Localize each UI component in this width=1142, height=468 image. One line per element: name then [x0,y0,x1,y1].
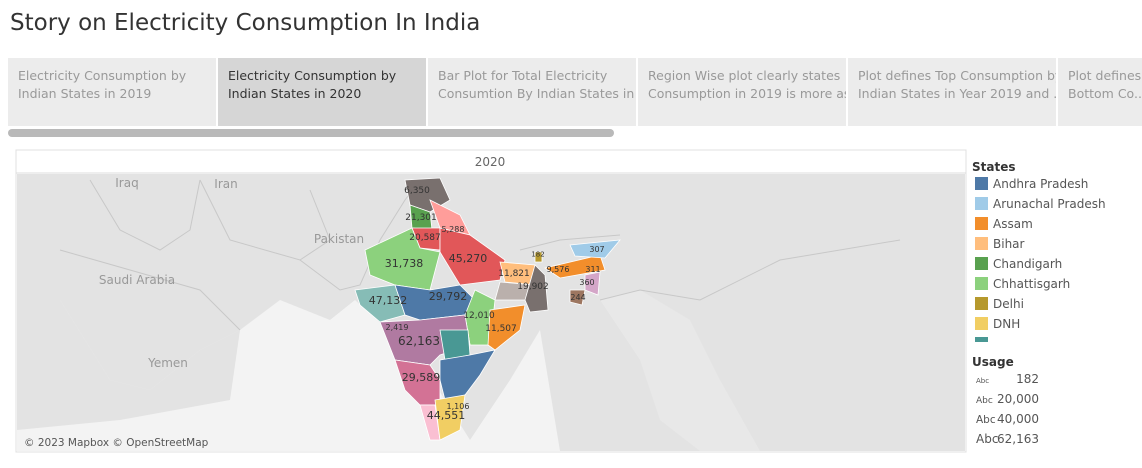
tab-caption: Electricity Consumption by [18,68,187,83]
state-value-label: 29,589 [402,371,441,384]
state-value-label: 11,821 [498,269,530,279]
legend-swatch [975,197,988,210]
state-value-label: 44,551 [427,409,466,422]
legend-label: DNH [993,317,1020,331]
legend-title: States [972,160,1016,174]
usage-sample: Abc [976,432,998,446]
state-value-label: 182 [531,250,544,258]
state-value-label: 62,163 [398,334,440,348]
tab-caption: Bottom Co.. [1068,86,1142,101]
state-value-label: 12,010 [463,311,495,321]
legend-swatch [975,277,988,290]
legend-swatch [975,257,988,270]
state-shapes [354,177,621,441]
story-title: Story on Electricity Consumption In Indi… [10,10,481,36]
legend-label: Arunachal Pradesh [993,197,1106,211]
usage-value: 20,000 [997,392,1039,406]
state-value-label: 19,902 [517,282,549,292]
usage-value: 182 [1016,372,1039,386]
state-value-label: 31,738 [385,257,424,270]
legend-swatch [975,297,988,310]
state-value-label: 6,350 [404,186,430,196]
legend-label: Bihar [993,237,1025,251]
state-value-label: 9,576 [547,265,570,274]
tab-caption: Plot defines Top Consumption by [858,68,1056,83]
country-label: Yemen [147,356,188,370]
state-value-label: 244 [570,293,585,302]
state-value-label: 29,792 [429,290,468,303]
state-value-label: 5,288 [442,225,465,234]
tab-caption: Plot defines [1068,68,1142,83]
usage-sample: Abc [976,377,989,385]
story-tab[interactable]: Plot defines Bottom Co.. [1058,58,1142,126]
state-value-label: 2,419 [386,323,409,332]
map-header: 2020 [475,155,506,169]
country-label: Iraq [115,176,138,190]
state-value-label: 360 [579,278,594,287]
story-tab[interactable]: Electricity Consumption by Indian States … [218,58,426,126]
tab-caption: Region Wise plot clearly states [648,68,841,83]
story-tab[interactable]: Electricity Consumption by Indian States … [8,58,216,126]
story-tab[interactable]: Plot defines Top Consumption by Indian St… [848,58,1056,126]
usage-sample: Abc [976,414,996,426]
legend-swatch-partial [975,337,988,342]
legend-label: Andhra Pradesh [993,177,1088,191]
basemap [17,174,965,451]
tab-caption: Indian States in 2019 [18,86,152,101]
map-frame [15,149,967,453]
legend: States Andhra Pradesh Arunachal Pradesh Ass… [972,160,1106,446]
legend-swatch [975,317,988,330]
legend-label: Chhattisgarh [993,277,1070,291]
legend-swatch [975,237,988,250]
usage-value: 62,163 [997,432,1039,446]
usage-sample: Abc [976,396,993,406]
state-value-label: 20,587 [409,233,441,243]
tab-caption: Bar Plot for Total Electricity [438,68,608,83]
country-label: Iran [214,177,237,191]
country-label: Saudi Arabia [99,273,175,287]
map-attribution: © 2023 Mapbox © OpenStreetMap [24,437,209,449]
state-value-label: 311 [585,265,600,274]
country-label: Pakistan [314,232,364,246]
legend-swatch [975,217,988,230]
tab-caption: Consumption in 2019 is more as .. [648,86,846,101]
state-value-label: 47,132 [369,294,408,307]
usage-value: 40,000 [997,412,1039,426]
tab-caption: Consumtion By Indian States in .. [438,86,636,101]
legend-label: Assam [993,217,1033,231]
state-value-label: 45,270 [449,252,488,265]
story-tab[interactable]: Region Wise plot clearly states Consumpti… [638,58,846,126]
usage-title: Usage [972,355,1014,369]
state-value-label: 21,301 [405,213,437,223]
story-tab[interactable]: Bar Plot for Total Electricity Consumtion… [428,58,636,126]
state-value-label: 1,106 [447,402,470,411]
legend-swatch [975,177,988,190]
state-value-label: 11,507 [485,324,517,334]
legend-label: Chandigarh [993,257,1062,271]
state-value-label: 307 [589,245,604,254]
tab-caption: Electricity Consumption by [228,68,397,83]
scrollbar[interactable] [8,129,614,137]
legend-label: Delhi [993,297,1024,311]
tab-caption: Indian States in Year 2019 and .. [858,86,1056,101]
tab-caption: Indian States in 2020 [228,86,362,101]
